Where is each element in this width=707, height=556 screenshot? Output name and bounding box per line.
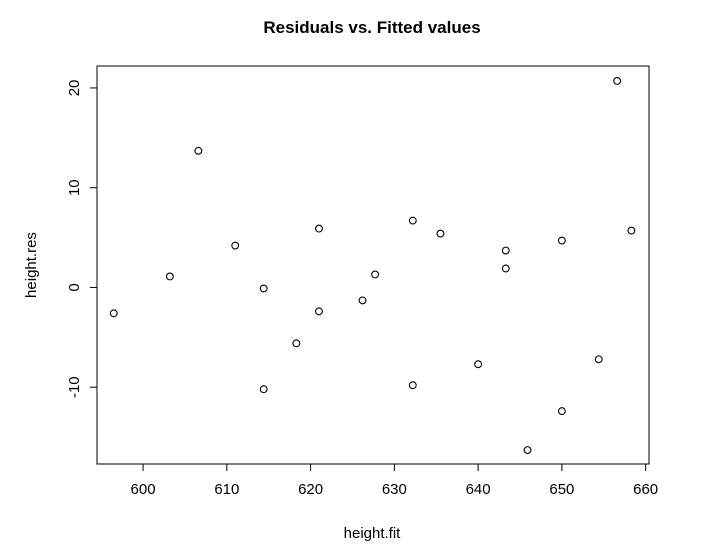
data-point bbox=[315, 307, 323, 316]
y-tick-label: 10 bbox=[66, 179, 83, 196]
data-point bbox=[165, 272, 174, 281]
data-point bbox=[501, 264, 510, 273]
x-axis: 600 610 620 630 640 650 660 bbox=[131, 463, 658, 498]
x-tick-label: 630 bbox=[382, 481, 407, 498]
data-point bbox=[292, 339, 301, 348]
data-point bbox=[594, 355, 603, 364]
y-tick-label: 0 bbox=[66, 283, 83, 291]
data-point bbox=[474, 360, 483, 369]
x-tick-label: 650 bbox=[549, 481, 574, 498]
x-tick-label: 620 bbox=[298, 481, 323, 498]
data-point bbox=[627, 226, 636, 235]
x-tick-label: 660 bbox=[633, 481, 658, 498]
data-point bbox=[557, 236, 566, 245]
data-point bbox=[408, 381, 417, 390]
data-point bbox=[436, 229, 445, 238]
y-tick-label: 20 bbox=[66, 80, 83, 97]
data-point bbox=[259, 385, 268, 394]
data-point bbox=[109, 309, 118, 318]
data-point bbox=[613, 77, 622, 85]
data-point bbox=[523, 446, 532, 454]
data-point bbox=[557, 407, 566, 416]
data-points bbox=[109, 77, 636, 454]
data-point bbox=[371, 270, 380, 279]
x-tick-label: 640 bbox=[466, 481, 491, 498]
y-axis-label: height.res bbox=[23, 232, 40, 298]
x-axis-label: height.fit bbox=[344, 525, 402, 542]
data-point bbox=[315, 224, 323, 233]
plot-area-frame bbox=[96, 65, 650, 465]
data-point bbox=[408, 216, 417, 225]
x-tick-label: 610 bbox=[214, 481, 239, 498]
data-point bbox=[194, 146, 203, 155]
data-point bbox=[231, 241, 240, 250]
y-axis: -10 0 10 20 bbox=[66, 80, 98, 398]
x-tick-label: 600 bbox=[131, 481, 156, 498]
y-tick-label: -10 bbox=[66, 376, 83, 398]
data-point bbox=[501, 246, 510, 255]
data-point bbox=[259, 284, 268, 293]
chart-title: Residuals vs. Fitted values bbox=[263, 18, 480, 37]
data-point bbox=[358, 296, 367, 305]
